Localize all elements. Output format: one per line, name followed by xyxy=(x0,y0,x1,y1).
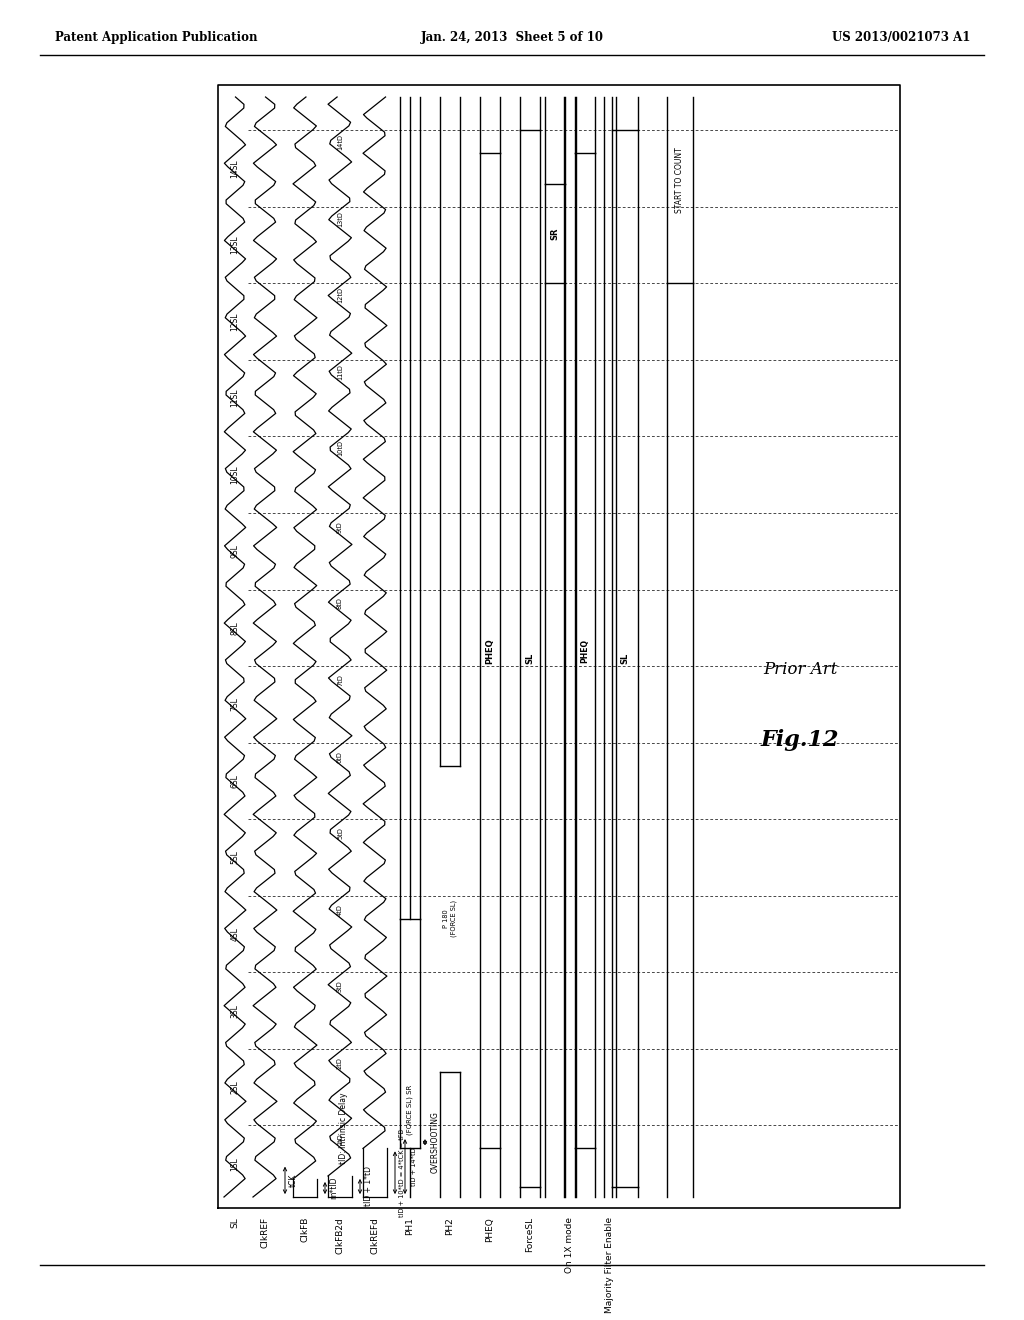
Text: 8SL: 8SL xyxy=(230,620,240,635)
Text: P 180
(FORCE SL): P 180 (FORCE SL) xyxy=(443,900,457,937)
Text: 4tD: 4tD xyxy=(337,904,343,916)
Text: 7SL: 7SL xyxy=(230,697,240,711)
Text: tID + 14*tD: tID + 14*tD xyxy=(411,1147,417,1185)
Text: 9SL: 9SL xyxy=(230,544,240,558)
Text: SL: SL xyxy=(230,1217,240,1228)
Text: SL: SL xyxy=(525,653,535,664)
Text: 2SL: 2SL xyxy=(230,1080,240,1094)
Text: 9tD: 9tD xyxy=(337,521,343,533)
Text: 13SL: 13SL xyxy=(230,236,240,255)
Text: ClkFB: ClkFB xyxy=(300,1217,309,1242)
Text: START TO COUNT: START TO COUNT xyxy=(676,148,684,213)
Text: OVERSHOOTING: OVERSHOOTING xyxy=(431,1111,440,1173)
Text: 10tD: 10tD xyxy=(337,441,343,457)
Text: 5SL: 5SL xyxy=(230,850,240,865)
Text: (FORCE SL) SR: (FORCE SL) SR xyxy=(407,1085,414,1135)
Text: m*tID: m*tID xyxy=(329,1176,338,1200)
Text: 3SL: 3SL xyxy=(230,1003,240,1018)
Text: tID + 1*tD: tID + 1*tD xyxy=(364,1167,373,1206)
Text: PHEQ: PHEQ xyxy=(581,639,590,663)
Text: US 2013/0021073 A1: US 2013/0021073 A1 xyxy=(831,30,970,44)
Text: Fig.12: Fig.12 xyxy=(761,729,840,751)
Text: 11SL: 11SL xyxy=(230,389,240,408)
Text: 11tD: 11tD xyxy=(337,364,343,380)
Text: 7tD: 7tD xyxy=(337,675,343,686)
Text: 10SL: 10SL xyxy=(230,466,240,484)
Text: 6SL: 6SL xyxy=(230,774,240,788)
Text: PH1: PH1 xyxy=(406,1217,415,1236)
Text: 13tD: 13tD xyxy=(337,211,343,227)
Text: 5tD: 5tD xyxy=(337,828,343,840)
Text: 8tD: 8tD xyxy=(337,598,343,610)
Text: SL: SL xyxy=(621,653,630,664)
Text: Prior Art: Prior Art xyxy=(763,661,838,678)
Text: 4SL: 4SL xyxy=(230,927,240,941)
Text: tID + 10*tD = 4*tCK = tFB: tID + 10*tD = 4*tCK = tFB xyxy=(399,1129,406,1217)
Text: On 1X mode: On 1X mode xyxy=(565,1217,574,1272)
Text: ClkFB2d: ClkFB2d xyxy=(336,1217,344,1254)
Text: PHEQ: PHEQ xyxy=(485,1217,495,1242)
Text: tCK: tCK xyxy=(289,1173,298,1187)
Text: 12tD: 12tD xyxy=(337,288,343,304)
Text: Jan. 24, 2013  Sheet 5 of 10: Jan. 24, 2013 Sheet 5 of 10 xyxy=(421,30,603,44)
Text: 14tD: 14tD xyxy=(337,135,343,150)
Text: 14SL: 14SL xyxy=(230,160,240,178)
Text: Majority Filter Enable: Majority Filter Enable xyxy=(605,1217,614,1313)
Text: ClkREFd: ClkREFd xyxy=(371,1217,380,1254)
Text: 1SL: 1SL xyxy=(230,1156,240,1171)
Text: ForceSL: ForceSL xyxy=(525,1217,535,1253)
Text: Patent Application Publication: Patent Application Publication xyxy=(55,30,257,44)
Text: 3tD: 3tD xyxy=(337,981,343,993)
Text: SR: SR xyxy=(551,227,559,240)
Text: 1tD: 1tD xyxy=(337,1134,343,1146)
Text: 6tD: 6tD xyxy=(337,751,343,763)
Text: PH2: PH2 xyxy=(445,1217,455,1234)
Text: 12SL: 12SL xyxy=(230,313,240,331)
Text: ClkREF: ClkREF xyxy=(260,1217,269,1249)
Text: PHEQ: PHEQ xyxy=(485,638,495,664)
Text: tID: Intrinsic Delay: tID: Intrinsic Delay xyxy=(339,1093,348,1164)
Text: 2tD: 2tD xyxy=(337,1057,343,1069)
